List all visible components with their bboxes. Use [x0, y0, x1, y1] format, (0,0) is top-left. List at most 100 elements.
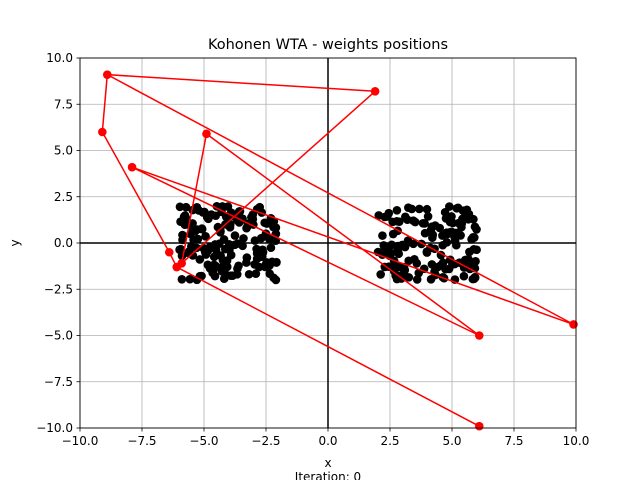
- x-tick-label: 5.0: [442, 434, 461, 448]
- data-point: [193, 234, 203, 244]
- data-point: [188, 205, 197, 215]
- data-point: [438, 258, 448, 268]
- data-point: [468, 232, 478, 242]
- x-tick-label: −10.0: [62, 434, 99, 448]
- data-point: [251, 269, 261, 279]
- data-point: [211, 211, 220, 221]
- data-point: [234, 261, 243, 271]
- y-tick-label: −5.0: [44, 329, 73, 343]
- data-point: [177, 274, 187, 284]
- data-point: [412, 275, 422, 284]
- weight-point: [474, 331, 484, 340]
- data-point: [220, 244, 230, 254]
- data-point: [257, 252, 267, 262]
- data-point: [205, 242, 215, 252]
- data-point: [441, 264, 450, 274]
- plot-area: [79, 57, 578, 431]
- data-point: [378, 231, 387, 240]
- data-point: [175, 202, 185, 212]
- weight-point: [164, 247, 174, 257]
- data-point: [226, 271, 235, 280]
- data-point: [453, 203, 463, 213]
- y-tick-label: 10.0: [46, 51, 73, 65]
- data-point: [448, 260, 457, 269]
- data-point: [178, 230, 187, 240]
- x-tick-label: −7.5: [127, 434, 156, 448]
- data-point: [388, 217, 397, 227]
- data-point: [254, 262, 264, 272]
- data-point: [423, 212, 433, 221]
- data-point: [378, 247, 387, 257]
- data-point: [448, 218, 458, 228]
- data-point: [215, 239, 224, 249]
- y-axis-label: y: [8, 239, 22, 246]
- weight-point: [370, 87, 380, 96]
- x-tick-label: −5.0: [189, 434, 218, 448]
- weight-point: [569, 320, 578, 329]
- x-axis-label: x: [324, 456, 331, 470]
- data-point: [427, 260, 437, 269]
- chart-title: Kohonen WTA - weights positions: [208, 37, 448, 53]
- y-tick-label: 0.0: [54, 236, 73, 250]
- weight-point: [172, 262, 182, 272]
- data-point: [217, 267, 227, 276]
- data-point: [201, 232, 210, 241]
- weight-point: [474, 421, 484, 431]
- data-point: [256, 233, 266, 243]
- y-ticks: −10.0 −7.5 −5.0 −2.5 0.0 2.5 5.0 7.5 10.0: [36, 51, 80, 435]
- x-tick-label: 7.5: [504, 434, 523, 448]
- data-point: [456, 231, 465, 240]
- data-point: [195, 255, 205, 264]
- data-point: [426, 226, 436, 235]
- data-point: [202, 212, 212, 222]
- weight-point: [202, 129, 211, 139]
- data-point: [397, 240, 407, 250]
- data-point: [418, 218, 428, 228]
- data-point: [230, 231, 240, 240]
- data-point: [438, 240, 448, 250]
- data-point: [265, 269, 274, 279]
- data-point: [197, 271, 206, 281]
- data-point: [185, 274, 195, 284]
- weight-point: [98, 127, 107, 137]
- data-point: [222, 256, 232, 265]
- data-point: [410, 217, 420, 227]
- y-tick-label: 5.0: [54, 144, 73, 158]
- data-point: [266, 243, 276, 252]
- zero-axes-layer: [80, 58, 576, 428]
- data-point: [176, 244, 186, 254]
- data-point: [197, 224, 207, 233]
- data-point: [404, 203, 413, 212]
- y-tick-label: 7.5: [54, 97, 73, 111]
- data-point: [415, 204, 424, 214]
- data-point: [400, 265, 410, 275]
- data-point: [463, 214, 473, 224]
- data-point: [242, 253, 252, 262]
- x-tick-label: 10.0: [563, 434, 590, 448]
- y-tick-label: 2.5: [54, 190, 73, 204]
- data-point: [239, 234, 248, 243]
- data-point: [428, 233, 437, 242]
- x-tick-label: 2.5: [380, 434, 399, 448]
- data-point: [470, 222, 480, 232]
- data-point: [194, 206, 204, 215]
- data-point: [469, 245, 479, 254]
- data-point: [238, 241, 247, 251]
- data-point: [247, 212, 256, 222]
- data-points-layer: [175, 201, 481, 285]
- data-point: [264, 234, 274, 244]
- data-point: [216, 226, 225, 236]
- data-point: [188, 251, 198, 260]
- data-point: [260, 262, 270, 272]
- data-point: [262, 219, 272, 228]
- weight-point: [127, 162, 137, 172]
- data-point: [392, 205, 402, 215]
- data-point: [452, 240, 461, 250]
- data-point: [271, 275, 281, 285]
- data-point: [376, 270, 385, 279]
- data-point: [440, 207, 450, 217]
- x-ticks: −10.0 −7.5 −5.0 −2.5 0.0 2.5 5.0 7.5 10.0: [62, 428, 590, 448]
- iteration-label: Iteration: 0: [295, 470, 361, 480]
- data-point: [403, 215, 412, 225]
